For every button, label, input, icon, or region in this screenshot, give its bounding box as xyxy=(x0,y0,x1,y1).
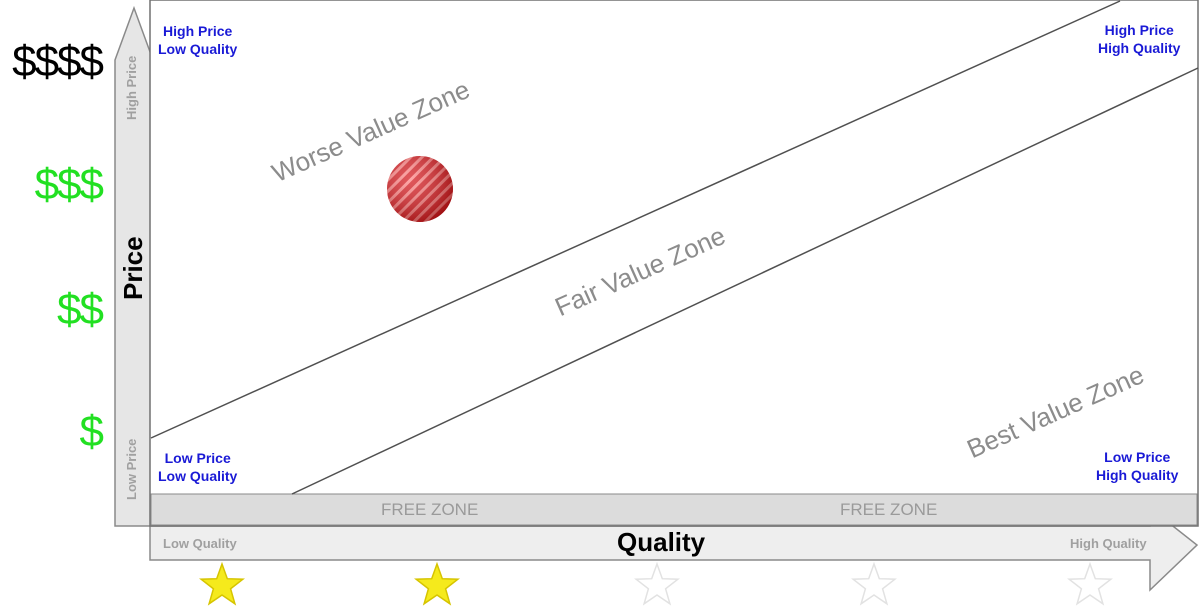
corner-bottom-right: Low Price High Quality xyxy=(1096,449,1179,483)
y-axis-title: Price xyxy=(118,236,148,300)
x-axis-title: Quality xyxy=(617,527,706,557)
free-zone-band xyxy=(150,493,1198,526)
striped-red-ball-icon xyxy=(387,156,453,222)
y-axis-low-label: Low Price xyxy=(124,438,139,500)
corner-bottom-left: Low Price Low Quality xyxy=(158,450,238,484)
price-level-1: $ xyxy=(79,407,105,456)
free-zone-label-right: FREE ZONE xyxy=(840,500,938,519)
y-axis-high-label: High Price xyxy=(124,55,139,120)
corner-top-right: High Price High Quality xyxy=(1098,22,1181,56)
star-filled-icon xyxy=(414,561,460,606)
corner-top-left: High Price Low Quality xyxy=(158,23,238,57)
lower-value-boundary xyxy=(291,67,1199,495)
plot-area xyxy=(149,0,1199,527)
star-empty-icon xyxy=(634,561,680,606)
price-level-4: $$$$ xyxy=(12,37,104,86)
x-axis-low-label: Low Quality xyxy=(163,536,237,551)
upper-value-boundary xyxy=(150,0,1121,439)
star-empty-icon xyxy=(851,561,897,606)
price-level-3: $$$ xyxy=(34,160,104,209)
price-level-2: $$ xyxy=(57,285,104,334)
star-filled-icon xyxy=(199,561,245,606)
free-zone-label-left: FREE ZONE xyxy=(381,500,479,519)
star-empty-icon xyxy=(1067,561,1113,606)
x-axis-high-label: High Quality xyxy=(1070,536,1147,551)
